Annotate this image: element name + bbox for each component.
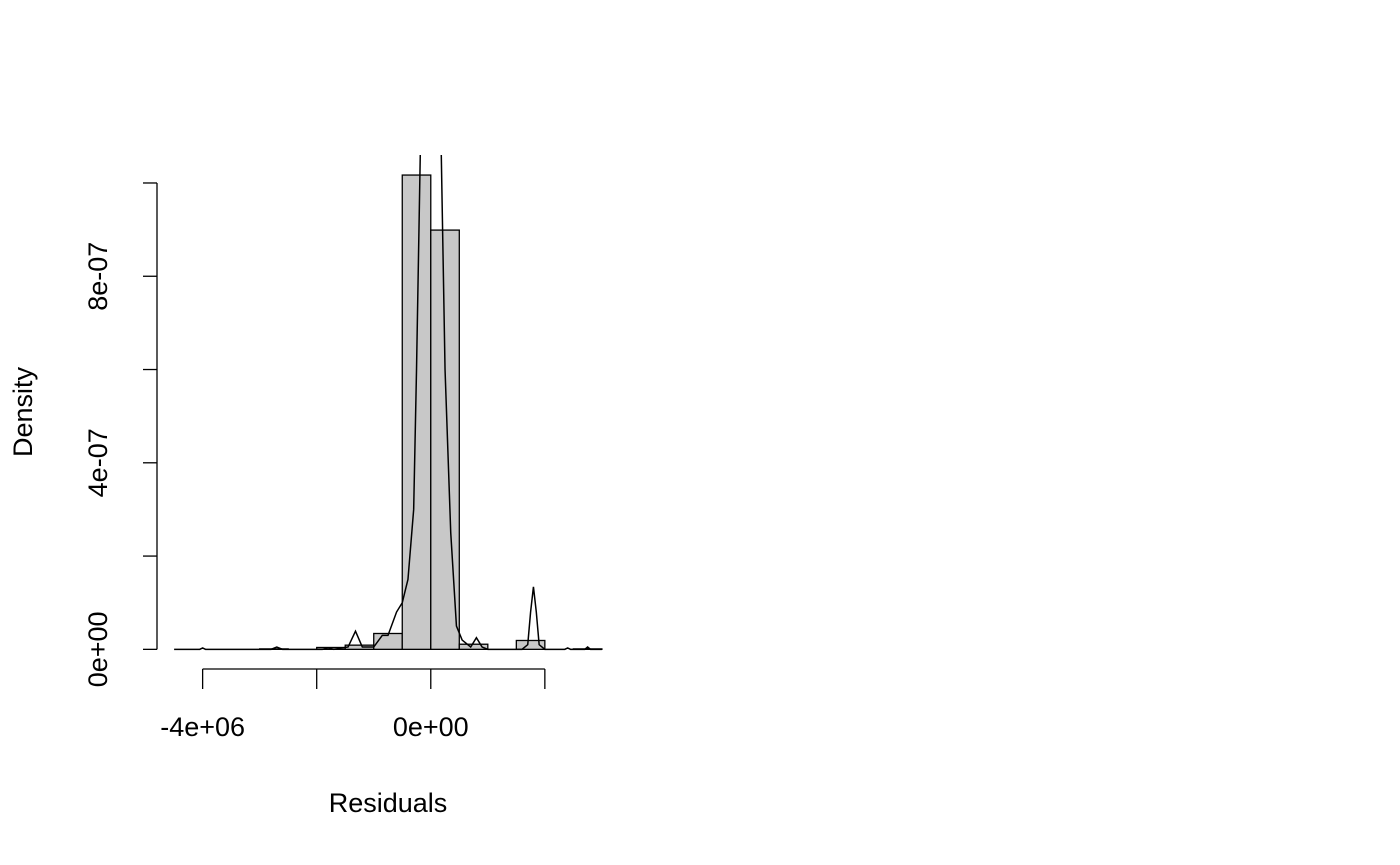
density-line	[174, 155, 602, 651]
bar	[401, 174, 432, 650]
y-tick-label: 4e-07	[83, 428, 113, 497]
bar	[458, 643, 489, 650]
x-tick-label: 0e+00	[393, 712, 469, 742]
y-tick-label: 8e-07	[83, 242, 113, 311]
bar	[515, 639, 546, 650]
y-axis-label: Density	[8, 366, 38, 457]
x-tick-label: -4e+06	[160, 712, 245, 742]
y-tick-label: 0e+00	[83, 611, 113, 687]
bar	[430, 229, 460, 650]
x-axis-label: Residuals	[329, 788, 448, 818]
